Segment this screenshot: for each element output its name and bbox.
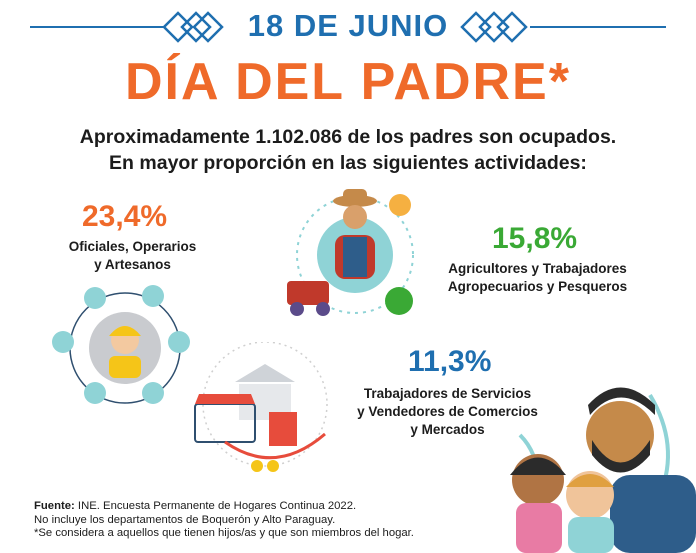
intro-line-1: Aproximadamente 1.102.086 de los padres … xyxy=(79,126,617,148)
stat-label-agricultores: Agricultores y Trabajadores Agropecuario… xyxy=(430,260,645,296)
note-2: *Se considera a aquellos que tienen hijo… xyxy=(34,527,414,539)
date-heading: 18 DE JUNIO xyxy=(247,8,449,43)
page-title: DÍA DEL PADRE* xyxy=(125,53,571,111)
stat-label-line: y Vendedores de Comercios xyxy=(357,404,538,419)
stat-percent-servicios: 11,3% xyxy=(408,345,492,378)
source-label: Fuente: xyxy=(34,500,75,512)
intro-text: Aproximadamente 1.102.086 de los padres … xyxy=(0,124,696,176)
source-text: INE. Encuesta Permanente de Hogares Cont… xyxy=(74,500,357,512)
stat-percent-agricultores: 15,8% xyxy=(492,222,578,255)
stat-label-servicios: Trabajadores de Servicios y Vendedores d… xyxy=(340,385,555,439)
note-1: No incluye los departamentos de Boquerón… xyxy=(34,513,336,526)
stat-label-line: Agricultores y Trabajadores xyxy=(448,261,627,276)
ornament-left xyxy=(30,11,224,43)
family-illustration xyxy=(510,387,696,553)
stat-label-line: y Mercados xyxy=(410,422,485,437)
stat-label-line: Trabajadores de Servicios xyxy=(363,386,532,401)
stat-label-line: Oficiales, Operarios xyxy=(68,239,197,254)
ornament-right xyxy=(460,11,666,43)
commerce-illustration xyxy=(194,342,328,472)
stat-label-oficiales: Oficiales, Operarios y Artesanos xyxy=(40,238,225,274)
stat-label-line: Agropecuarios y Pesqueros xyxy=(447,279,628,294)
intro-line-2: En mayor proporción en las siguientes ac… xyxy=(109,152,587,174)
stat-label-line: y Artesanos xyxy=(94,257,171,272)
tool-icons xyxy=(52,285,190,404)
footer-notes: Fuente: INE. Encuesta Permanente de Hoga… xyxy=(34,500,414,541)
worker-illustration xyxy=(52,285,190,404)
farmer-illustration xyxy=(287,189,414,316)
stat-percent-oficiales: 23,4% xyxy=(82,200,168,233)
source-line: Fuente: INE. Encuesta Permanente de Hoga… xyxy=(34,500,414,514)
